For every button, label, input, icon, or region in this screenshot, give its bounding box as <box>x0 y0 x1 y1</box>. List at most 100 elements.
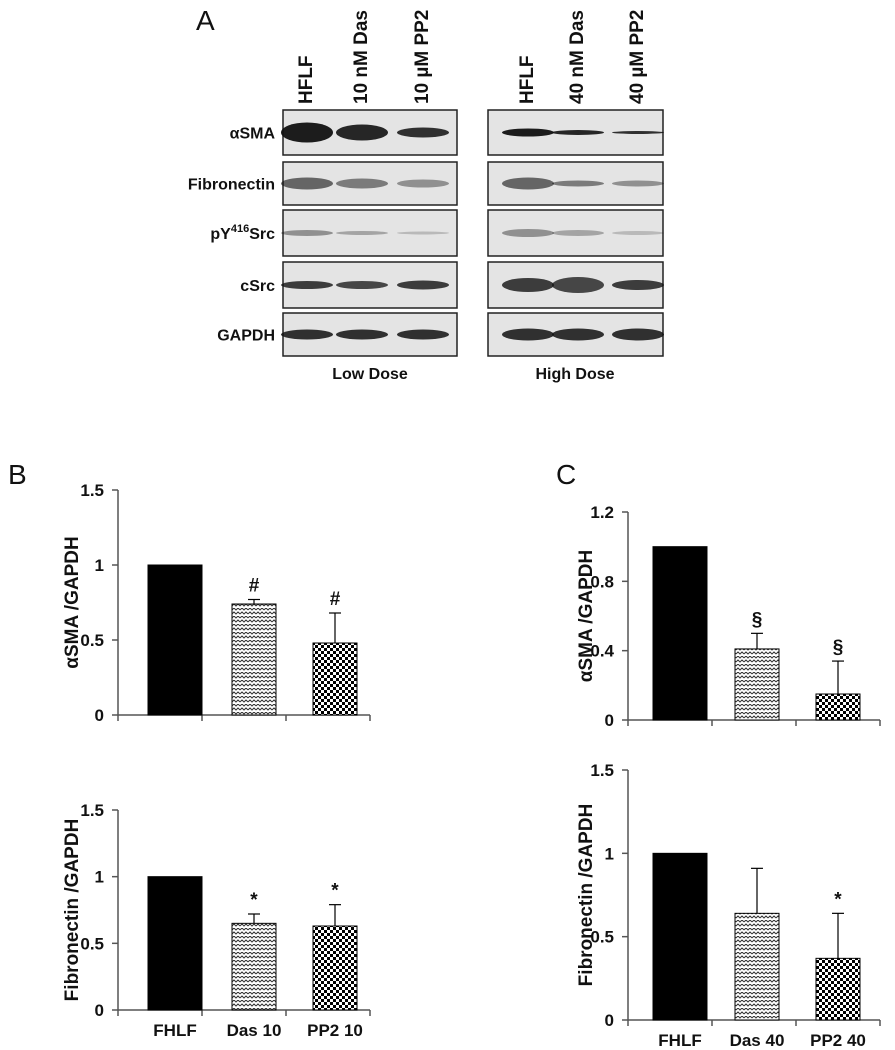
band <box>612 280 664 290</box>
band <box>336 178 388 189</box>
panel-label: B <box>8 459 27 490</box>
x-tick-label: FHLF <box>153 1021 196 1040</box>
blot-box <box>282 209 458 257</box>
y-tick-label: 0 <box>95 1001 104 1020</box>
annotation: # <box>249 576 260 597</box>
y-tick-label: 0 <box>605 711 614 730</box>
row-label: cSrc <box>240 278 275 295</box>
band <box>281 230 333 236</box>
y-axis-label: Fibronectin /GAPDH <box>576 804 597 987</box>
x-tick-label: PP2 40 <box>810 1031 866 1050</box>
band <box>397 280 449 290</box>
bar <box>147 564 203 716</box>
bar <box>815 693 861 721</box>
y-tick-label: 0.5 <box>590 928 614 947</box>
x-tick-label: FHLF <box>658 1031 701 1050</box>
bar <box>147 876 203 1011</box>
annotation: * <box>250 890 258 911</box>
y-tick-label: 0 <box>95 706 104 725</box>
band <box>502 278 554 292</box>
band <box>612 231 664 235</box>
bar <box>815 957 861 1021</box>
y-tick-label: 1.2 <box>590 503 614 522</box>
lane-label: HFLF <box>296 55 317 104</box>
band <box>552 328 604 341</box>
y-axis-label: αSMA /GAPDH <box>576 550 597 682</box>
bar <box>652 852 708 1021</box>
band <box>552 130 604 135</box>
row-label-sup: 416 <box>231 223 249 235</box>
y-tick-label: 0.5 <box>80 631 104 650</box>
band <box>336 281 388 289</box>
band <box>397 231 449 235</box>
row-label-text: pY <box>210 226 231 243</box>
y-tick-label: 1.5 <box>80 801 104 820</box>
band <box>502 128 554 137</box>
annotation: * <box>834 889 842 910</box>
row-label-text: Fibronectin <box>188 177 275 194</box>
bar <box>231 922 277 1011</box>
band <box>612 131 664 134</box>
bar <box>312 925 358 1011</box>
panel-label: A <box>196 5 215 36</box>
band <box>281 122 333 143</box>
lane-label: 40 µM PP2 <box>627 10 648 104</box>
lane-label: 40 nM Das <box>567 10 588 104</box>
x-tick-label: Das 40 <box>730 1031 785 1050</box>
y-tick-label: 0.4 <box>590 642 614 661</box>
y-tick-label: 1.5 <box>80 481 104 500</box>
bar <box>734 912 780 1021</box>
y-tick-label: 0.8 <box>590 572 614 591</box>
band <box>397 179 449 188</box>
band <box>336 124 388 141</box>
y-tick-label: 0.5 <box>80 934 104 953</box>
annotation: § <box>752 609 763 630</box>
band <box>502 229 554 237</box>
panel-label: C <box>556 459 576 490</box>
annotation: § <box>833 637 844 658</box>
y-tick-label: 1 <box>95 868 104 887</box>
row-label: GAPDH <box>217 328 275 345</box>
lane-label: 10 nM Das <box>351 10 372 104</box>
band <box>397 329 449 340</box>
y-axis-label: Fibronectin /GAPDH <box>62 819 83 1002</box>
lane-label: HFLF <box>517 55 538 104</box>
bar <box>231 603 277 716</box>
band <box>612 328 664 341</box>
band <box>281 329 333 340</box>
band <box>552 277 604 293</box>
lane-label: 10 µM PP2 <box>412 10 433 104</box>
band <box>336 231 388 235</box>
row-label-text: αSMA <box>230 126 276 143</box>
y-tick-label: 1 <box>95 556 104 575</box>
band <box>336 329 388 340</box>
x-tick-label: Das 10 <box>227 1021 282 1040</box>
group-label: Low Dose <box>332 366 408 383</box>
row-label-tail: Src <box>249 226 275 243</box>
row-label: αSMA <box>230 126 276 143</box>
x-tick-label: PP2 10 <box>307 1021 363 1040</box>
bar <box>734 648 780 721</box>
band <box>281 177 333 190</box>
band <box>552 230 604 236</box>
y-tick-label: 0 <box>605 1011 614 1030</box>
row-label: Fibronectin <box>188 177 275 194</box>
row-label: pY416Src <box>210 223 275 243</box>
band <box>502 328 554 341</box>
annotation: * <box>331 881 339 902</box>
row-label-text: cSrc <box>240 278 275 295</box>
row-label-text: GAPDH <box>217 328 275 345</box>
bar <box>312 642 358 716</box>
y-axis-label: αSMA /GAPDH <box>62 536 83 668</box>
group-label: High Dose <box>535 366 614 383</box>
y-tick-label: 1 <box>605 844 614 863</box>
band <box>397 127 449 138</box>
band <box>552 180 604 187</box>
blot-box <box>487 209 664 257</box>
band <box>612 180 664 187</box>
band <box>502 177 554 190</box>
y-tick-label: 1.5 <box>590 761 614 780</box>
bar <box>652 546 708 721</box>
